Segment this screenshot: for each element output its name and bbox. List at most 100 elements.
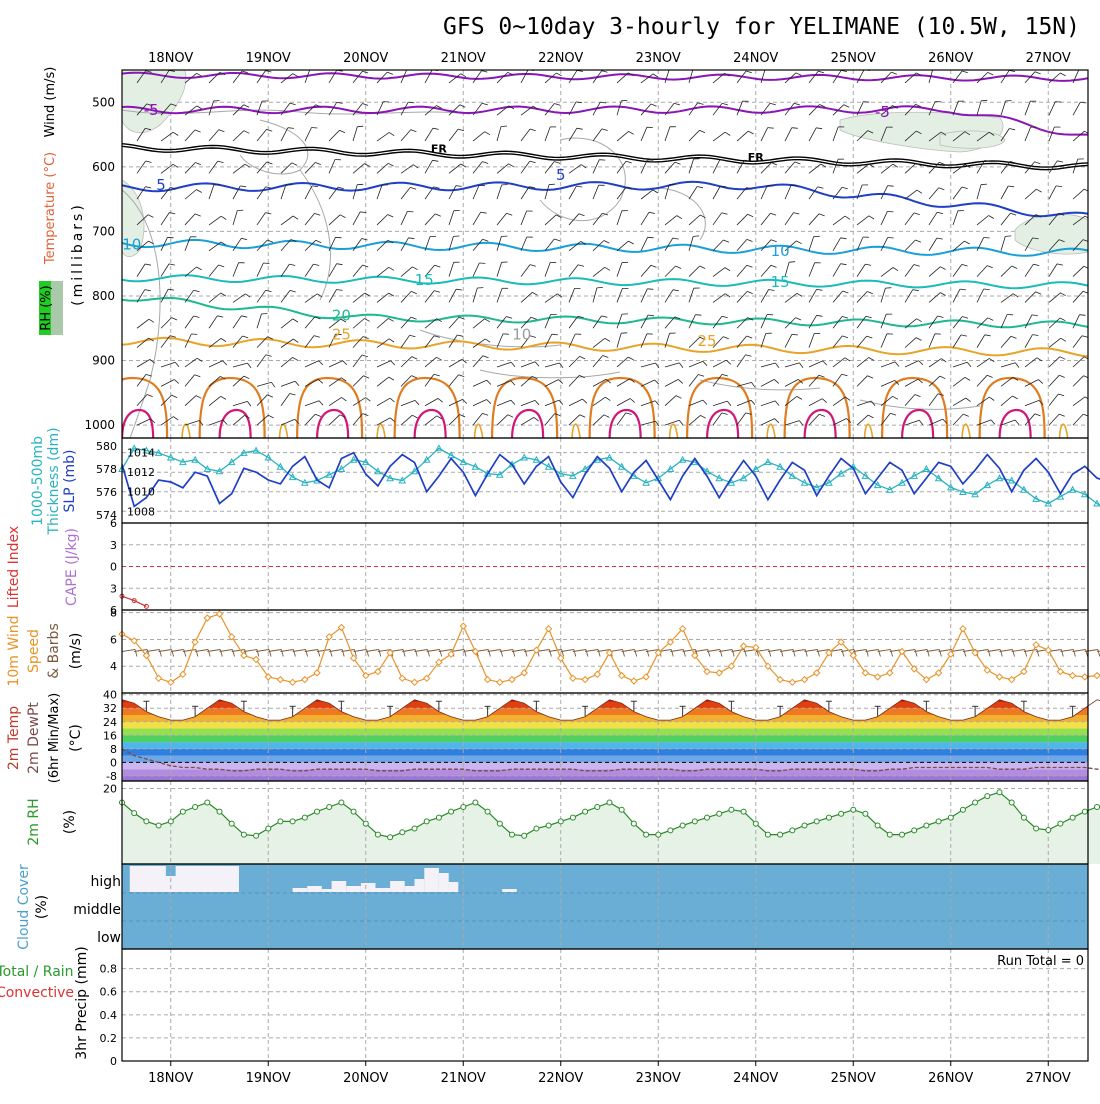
precip-tick-label: 0.4 bbox=[100, 1009, 118, 1022]
date-label-top: 20NOV bbox=[343, 51, 388, 66]
temp-band bbox=[122, 735, 1088, 742]
slp-tick-label: 1012 bbox=[127, 466, 155, 479]
run-total: Run Total = 0 bbox=[997, 954, 1084, 969]
rh-point bbox=[400, 830, 405, 835]
wind-barb-flag bbox=[720, 160, 726, 161]
cloud-fill bbox=[122, 864, 1088, 949]
ylabel-thickness-b: Thickness (dm) bbox=[46, 427, 62, 535]
precip-tick-label: 0.6 bbox=[100, 986, 118, 999]
ylabel-wind-b: Speed bbox=[26, 629, 42, 673]
contour-label: 25 bbox=[697, 332, 716, 350]
wind-barb-flag bbox=[1055, 102, 1061, 103]
date-label-top: 19NOV bbox=[246, 51, 291, 66]
date-label-top: 22NOV bbox=[538, 51, 583, 66]
rh-point bbox=[583, 809, 588, 814]
cloud-clear-patch bbox=[376, 888, 391, 892]
rh-point bbox=[826, 815, 831, 820]
pressure-tick-label: 800 bbox=[92, 289, 115, 303]
date-label-top: 24NOV bbox=[733, 51, 778, 66]
slp-tick-label: 1014 bbox=[127, 447, 155, 460]
chart-title: GFS 0~10day 3-hourly for YELIMANE (10.5W… bbox=[443, 14, 1080, 40]
ylabel-rh2m: 2m RH bbox=[26, 798, 42, 845]
cloud-clear-patch bbox=[361, 883, 376, 892]
ylabel-cape: CAPE (J/kg) bbox=[64, 528, 80, 606]
contour-label: 5 bbox=[556, 166, 566, 184]
li-tick-label: 0 bbox=[110, 561, 117, 574]
rh-point bbox=[168, 819, 173, 824]
rh-point bbox=[765, 832, 770, 837]
rh-point bbox=[680, 823, 685, 828]
rh-point bbox=[1034, 826, 1039, 831]
rh-point bbox=[205, 800, 210, 805]
wind-tick-label: 8 bbox=[110, 607, 117, 620]
rh-point bbox=[668, 828, 673, 833]
rh-point bbox=[156, 823, 161, 828]
rh-point bbox=[741, 809, 746, 814]
wind-barb-flag bbox=[789, 262, 795, 263]
contour-label: 10 bbox=[771, 242, 790, 260]
temp-tick-label: -8 bbox=[106, 770, 117, 783]
date-label-top: 23NOV bbox=[636, 51, 681, 66]
cloud-clear-patch bbox=[424, 868, 439, 892]
rh-point bbox=[875, 823, 880, 828]
rh-point bbox=[278, 819, 283, 824]
temp-band bbox=[122, 749, 1088, 756]
rh-point bbox=[363, 821, 368, 826]
rh-point bbox=[570, 815, 575, 820]
rh-point bbox=[1095, 805, 1100, 810]
wind-barb-flag bbox=[407, 211, 413, 212]
wind-barb-flag bbox=[981, 100, 987, 101]
temp-band bbox=[122, 722, 1088, 729]
rh-point bbox=[1082, 809, 1087, 814]
rh-point bbox=[241, 832, 246, 837]
cloud-clear-patch bbox=[130, 866, 239, 892]
rh-point bbox=[705, 815, 710, 820]
rh-point bbox=[485, 809, 490, 814]
ylabel-wind-units: (m/s) bbox=[68, 633, 84, 670]
ylabel-cloud: Cloud Cover bbox=[16, 864, 32, 950]
ylabel-temp-units: (°C) bbox=[68, 724, 84, 752]
li-tick-label: 6 bbox=[110, 517, 117, 530]
date-label-bottom: 18NOV bbox=[148, 1071, 193, 1086]
date-label-bottom: 22NOV bbox=[538, 1071, 583, 1086]
rh-point bbox=[412, 826, 417, 831]
date-label-bottom: 25NOV bbox=[831, 1071, 876, 1086]
wind-barb-flag bbox=[597, 287, 603, 288]
wind-barb-flag bbox=[336, 237, 342, 238]
temp-tick-label: 24 bbox=[103, 716, 117, 729]
ylabel-temp-c: (6hr Min/Max) bbox=[47, 693, 62, 783]
rh-point bbox=[473, 800, 478, 805]
ylabel-rh: RH (%) bbox=[39, 285, 54, 330]
date-label-bottom: 26NOV bbox=[928, 1071, 973, 1086]
ylabel-cloud-units: (%) bbox=[34, 895, 50, 919]
rh-point bbox=[424, 819, 429, 824]
temp-tick-label: 8 bbox=[110, 743, 117, 756]
rh-point bbox=[595, 805, 600, 810]
ylabel-thickness-a: 1000-500mb bbox=[30, 436, 46, 526]
wind-barb-flag bbox=[647, 289, 653, 290]
rh-point bbox=[912, 828, 917, 833]
rh-point bbox=[778, 832, 783, 837]
cloud-clear-patch bbox=[322, 889, 332, 892]
rh-point bbox=[1058, 821, 1063, 826]
rh-point bbox=[631, 821, 636, 826]
li-tick-label: 3 bbox=[110, 582, 117, 595]
precip-tick-label: 0.2 bbox=[100, 1032, 118, 1045]
ylabel-temperature: Temperature (°C) bbox=[43, 152, 58, 265]
li-tick-label: 3 bbox=[110, 539, 117, 552]
rh-point bbox=[558, 819, 563, 824]
ylabel-wind-a: 10m Wind bbox=[6, 615, 22, 686]
rh-point bbox=[339, 800, 344, 805]
wind-barb-flag bbox=[1005, 236, 1011, 237]
rh-point bbox=[534, 826, 539, 831]
date-label-top: 18NOV bbox=[148, 51, 193, 66]
rh-point bbox=[851, 807, 856, 812]
rh-point bbox=[229, 821, 234, 826]
ylabel-temp-b: 2m DewPt bbox=[26, 702, 42, 774]
cloud-level-label: middle bbox=[73, 902, 121, 918]
pressure-tick-label: 500 bbox=[92, 95, 115, 109]
rh-point bbox=[656, 832, 661, 837]
rh-point bbox=[290, 819, 295, 824]
rh-point bbox=[449, 809, 454, 814]
